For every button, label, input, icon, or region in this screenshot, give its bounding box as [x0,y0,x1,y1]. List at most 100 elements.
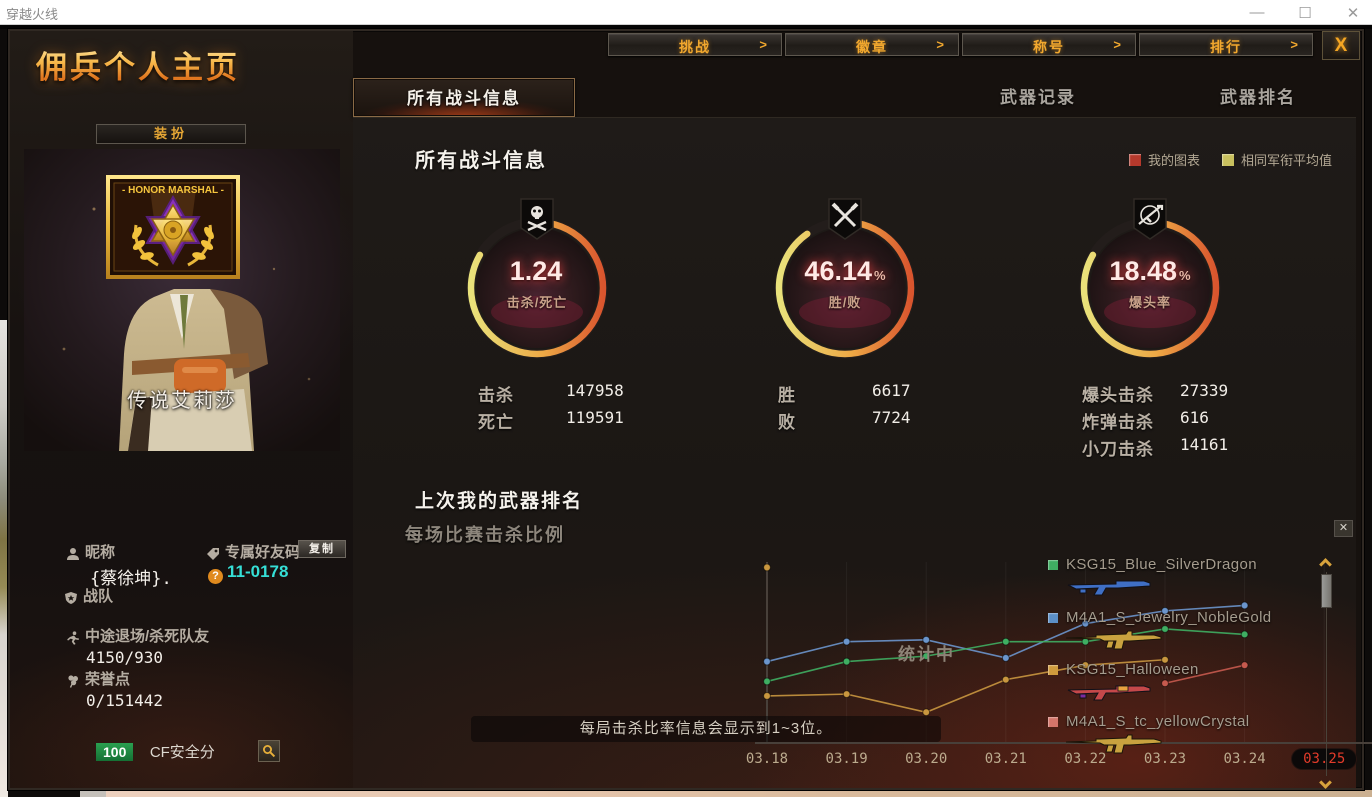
chart-point[interactable] [1001,654,1010,662]
maximize-button[interactable]: ☐ [1298,4,1312,22]
chart-point[interactable] [763,563,771,572]
stat-label: 炸弹击杀 [1082,413,1154,432]
list-item[interactable]: KSG15_Blue_SilverDragon [1048,556,1298,600]
stats-win-loss: 胜 6617 败 7724 [778,381,911,435]
chart-point[interactable] [763,677,771,686]
gauge-label: 胜/败 [828,295,862,310]
chart-point[interactable] [1240,601,1249,610]
chart-point[interactable] [842,657,851,666]
safety-search-button[interactable] [258,740,280,762]
chart-point[interactable] [922,652,931,661]
honor-label: 荣誉点 [85,671,131,688]
chevron-down-icon[interactable] [1319,776,1332,789]
weapon-marker [1048,559,1058,570]
clan-row: 战队 [64,585,113,607]
stat-label: 爆头击杀 [1082,386,1154,405]
chart-point[interactable] [763,657,771,666]
tab-all-combat-info[interactable]: 所有战斗信息 [353,78,575,117]
chevron-up-icon[interactable] [1319,558,1332,571]
nav-challenge-button[interactable]: 挑战 > [608,33,782,56]
top-nav: 挑战 > 徽章 > 称号 > 排行 > [608,33,1313,56]
friend-code-label: 专属好友码 [225,544,301,561]
question-icon[interactable]: ? [208,569,223,584]
stats-kills-deaths: 击杀 147958 死亡 119591 [478,381,624,435]
stat-row: 炸弹击杀 616 [1082,408,1228,435]
chart-legend: 我的图表 相同军衔平均值 [1128,150,1332,169]
chart-point[interactable] [1240,630,1249,639]
x-axis-label: 03.23 [1143,751,1187,767]
weapon-marker [1048,612,1058,623]
stat-label: 败 [778,413,796,432]
status-label: 统计中 [898,645,955,664]
chart-point[interactable] [842,637,851,646]
list-item[interactable]: KSG15_Halloween [1048,661,1298,705]
gauge-ring [466,217,608,359]
minimize-button[interactable]: — [1249,4,1265,21]
stats-special-kills: 爆头击杀 27339 炸弹击杀 616 小刀击杀 14161 [1082,381,1228,462]
stat-row: 击杀 147958 [478,381,624,408]
chart-point[interactable] [1001,637,1010,646]
chart-point[interactable] [922,708,931,717]
chart-point[interactable] [1161,625,1169,633]
rank-badge: - HONOR MARSHAL - [106,175,240,284]
weapon-ranking-heading: 上次我的武器排名 [415,491,584,512]
desktop-edge-bottom [80,790,1372,797]
scrollbar-handle[interactable] [1321,574,1332,608]
scrollbar-track [1326,572,1327,776]
chevron-right-icon: > [759,37,767,52]
close-icon[interactable]: ✕ [1334,520,1353,537]
chart-point[interactable] [1240,661,1249,670]
chart-point[interactable] [922,635,931,644]
nav-ranking-button[interactable]: 排行 > [1139,33,1313,56]
stat-row: 败 7724 [778,408,911,435]
stat-value: 119591 [566,408,624,427]
close-panel-button[interactable]: X [1322,31,1360,60]
chart-point[interactable] [1161,606,1169,615]
runner-icon [66,630,80,647]
tab-weapon-records[interactable]: 武器记录 [1000,88,1076,107]
weapon-list-scrollbar[interactable] [1319,558,1334,790]
person-icon [66,546,80,563]
stat-value: 7724 [872,408,911,427]
stat-row: 爆头击杀 27339 [1082,381,1228,408]
nav-title-button[interactable]: 称号 > [962,33,1136,56]
desktop-edge-left [0,320,8,797]
friend-code-label-row: 专属好友码 [206,541,300,563]
nav-label: 挑战 [679,39,711,55]
x-axis-label: 03.18 [745,751,789,767]
nickname-value: {蔡徐坤}. [90,569,172,589]
chart-point[interactable] [1081,661,1090,670]
list-item[interactable]: M4A1_S_tc_yellowCrystal [1048,713,1298,757]
copy-button[interactable]: 复制 [298,540,346,558]
combat-info-heading: 所有战斗信息 [415,150,547,172]
chart-point[interactable] [763,692,771,700]
chart-point[interactable] [1161,655,1169,664]
legend-swatch-yellow [1221,153,1234,166]
tab-weapon-ranking[interactable]: 武器排名 [1220,88,1296,107]
legend-my-chart: 我的图表 [1128,150,1200,169]
dress-up-button[interactable]: 装扮 [96,124,246,144]
nav-badge-button[interactable]: 徽章 > [785,33,959,56]
close-window-button[interactable]: ✕ [1346,4,1360,22]
svg-text:- HONOR MARSHAL -: - HONOR MARSHAL - [122,185,224,196]
chart-line [766,658,1166,714]
gauge-label: 击杀/死亡 [506,295,568,310]
legend-swatch-red [1128,153,1141,166]
stat-label: 小刀击杀 [1082,440,1154,459]
x-axis-label: 03.25 [1292,749,1357,769]
stat-row: 小刀击杀 14161 [1082,435,1228,462]
chart-point[interactable] [1001,675,1010,684]
shotgun-icon [1066,681,1298,705]
kill-ratio-subheading: 每场比赛击杀比例 [405,525,565,545]
weapon-name: KSG15_Blue_SilverDragon [1066,556,1257,573]
rifle-icon [1065,733,1298,757]
gauge-headshot-rate: 18.48% 爆头率 [1070,198,1230,368]
chart-point[interactable] [1081,619,1090,628]
tab-personal-records[interactable]: 个人记录 [1368,78,1372,117]
nav-label: 徽章 [856,39,888,55]
chart-point[interactable] [1161,679,1169,688]
chart-point[interactable] [842,690,851,699]
list-item[interactable]: M4A1_S_Jewelry_NobleGold [1048,609,1298,653]
gauge-value: 1.24 [509,256,563,286]
